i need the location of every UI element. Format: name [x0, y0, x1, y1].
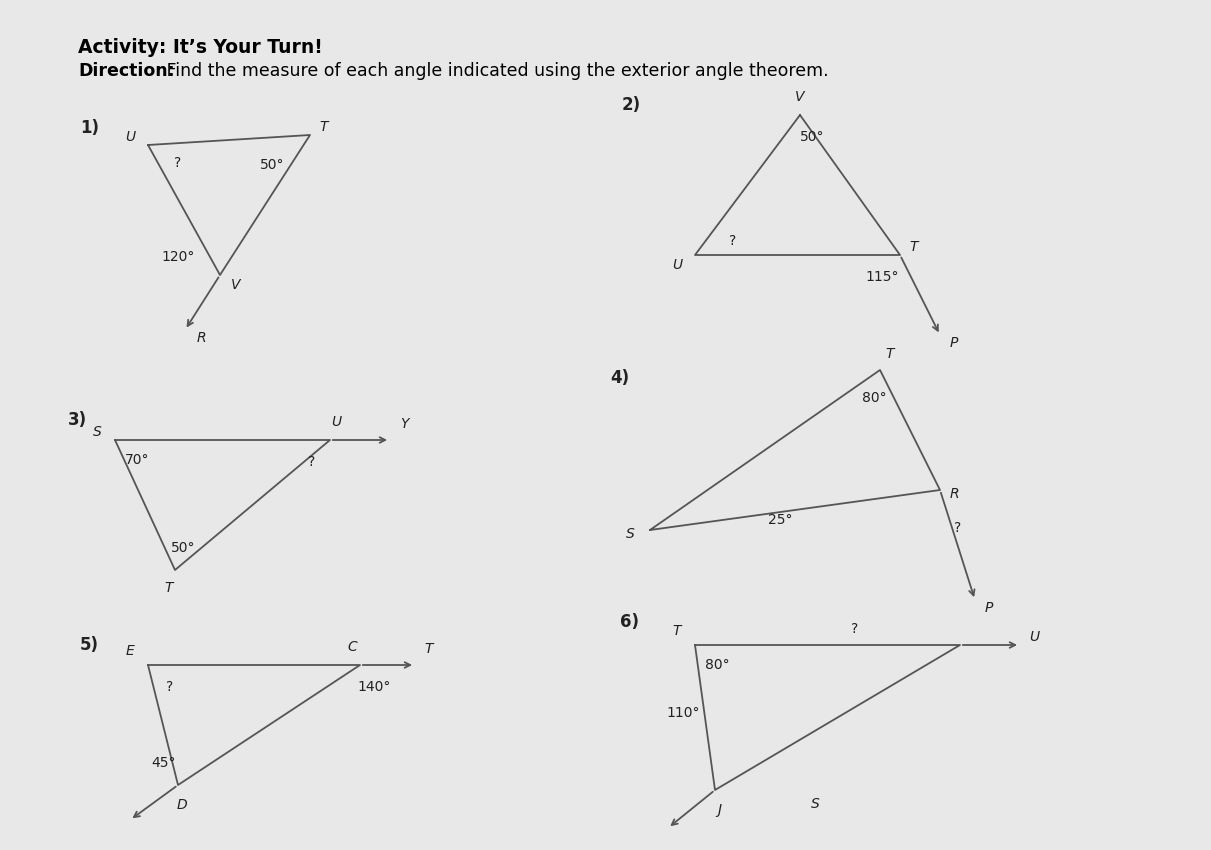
- Text: S: S: [810, 797, 820, 811]
- Text: 50°: 50°: [171, 541, 195, 555]
- Text: 25°: 25°: [768, 513, 792, 527]
- Text: 80°: 80°: [862, 391, 886, 405]
- Text: Activity: It’s Your Turn!: Activity: It’s Your Turn!: [78, 38, 323, 57]
- Text: E: E: [126, 644, 134, 658]
- Text: 50°: 50°: [259, 158, 285, 172]
- Text: S: S: [92, 425, 102, 439]
- Text: 80°: 80°: [705, 658, 729, 672]
- Text: 140°: 140°: [357, 680, 391, 694]
- Text: V: V: [231, 278, 241, 292]
- Text: 45°: 45°: [151, 756, 177, 770]
- Text: 1): 1): [80, 119, 99, 137]
- Text: T: T: [673, 624, 682, 638]
- Text: U: U: [125, 130, 136, 144]
- Text: 115°: 115°: [865, 270, 899, 284]
- Text: ?: ?: [954, 521, 962, 535]
- Text: D: D: [177, 798, 188, 812]
- Text: T: T: [909, 240, 918, 254]
- Text: 110°: 110°: [666, 706, 700, 720]
- Text: U: U: [331, 415, 342, 429]
- Text: R: R: [949, 487, 959, 501]
- Text: T: T: [425, 642, 434, 656]
- Text: T: T: [885, 347, 894, 361]
- Text: 3): 3): [68, 411, 87, 429]
- Text: ?: ?: [166, 680, 173, 694]
- Text: Y: Y: [400, 417, 408, 431]
- Text: P: P: [985, 601, 993, 615]
- Text: 4): 4): [610, 369, 630, 387]
- Text: 70°: 70°: [125, 453, 149, 467]
- Text: T: T: [320, 120, 328, 134]
- Text: P: P: [949, 336, 958, 350]
- Text: V: V: [796, 90, 805, 104]
- Text: U: U: [672, 258, 682, 272]
- Text: 50°: 50°: [799, 130, 825, 144]
- Text: 6): 6): [620, 613, 639, 631]
- Text: S: S: [626, 527, 635, 541]
- Text: T: T: [165, 581, 173, 595]
- Text: C: C: [348, 640, 357, 654]
- Text: ?: ?: [851, 622, 859, 636]
- Text: 120°: 120°: [161, 250, 195, 264]
- Text: ?: ?: [309, 455, 316, 469]
- Text: ?: ?: [174, 156, 182, 170]
- Text: Find the measure of each angle indicated using the exterior angle theorem.: Find the measure of each angle indicated…: [161, 62, 828, 80]
- Text: 5): 5): [80, 636, 99, 654]
- Text: 2): 2): [622, 96, 641, 114]
- Text: J: J: [717, 803, 721, 817]
- Text: U: U: [1029, 630, 1039, 644]
- Text: R: R: [196, 331, 206, 345]
- Text: ?: ?: [729, 234, 736, 248]
- Text: Direction:: Direction:: [78, 62, 174, 80]
